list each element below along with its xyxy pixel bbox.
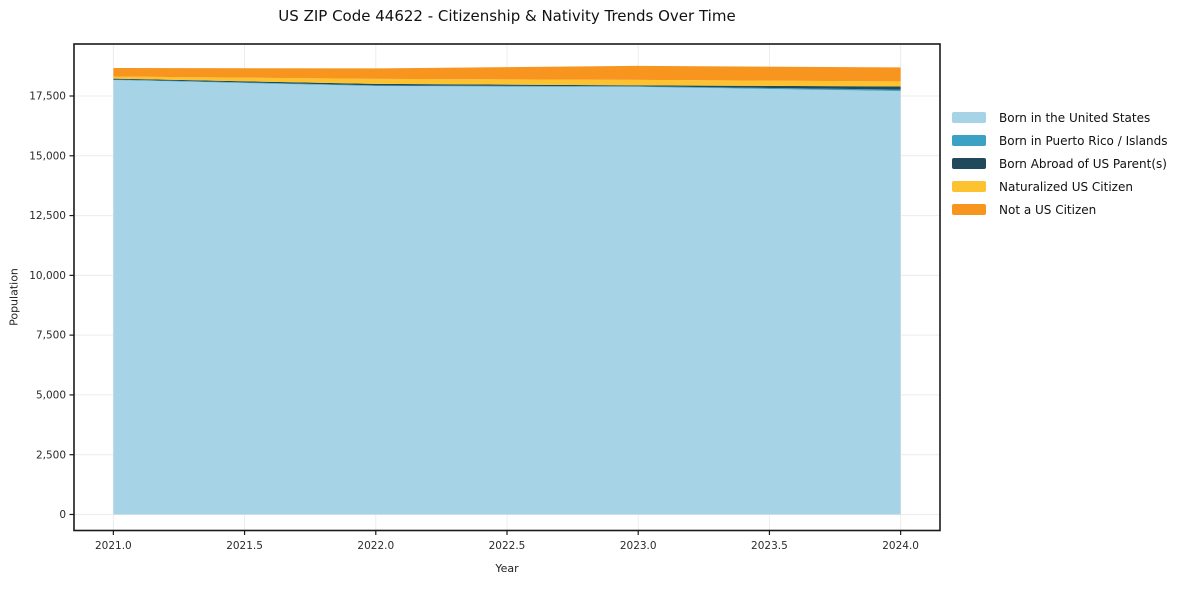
- y-tick-label: 2,500: [36, 449, 66, 461]
- chart-title: US ZIP Code 44622 - Citizenship & Nativi…: [278, 7, 736, 25]
- x-tick-label: 2024.0: [882, 540, 919, 552]
- x-axis-label: Year: [495, 562, 519, 575]
- y-tick-label: 15,000: [29, 150, 66, 162]
- y-tick-label: 10,000: [29, 270, 66, 282]
- y-tick-label: 0: [59, 509, 66, 521]
- area-series-0: [113, 80, 901, 515]
- area-series-4: [113, 65, 901, 82]
- x-tick-label: 2022.0: [357, 540, 394, 552]
- y-tick-label: 12,500: [29, 210, 66, 222]
- legend-item: Naturalized US Citizen: [952, 175, 1168, 198]
- legend-item: Born in Puerto Rico / Islands: [952, 129, 1168, 152]
- legend-label: Not a US Citizen: [999, 202, 1097, 217]
- legend-item: Born in the United States: [952, 106, 1168, 129]
- legend-label: Naturalized US Citizen: [999, 179, 1133, 194]
- legend-label: Born in the United States: [999, 110, 1151, 125]
- x-tick-label: 2021.0: [95, 540, 132, 552]
- x-tick-label: 2022.5: [489, 540, 526, 552]
- area-series-3: [113, 76, 901, 87]
- y-tick-label: 7,500: [36, 330, 66, 342]
- legend-swatch: [952, 135, 986, 146]
- legend: Born in the United States Born in Puerto …: [952, 106, 1168, 221]
- x-tick-label: 2023.5: [751, 540, 788, 552]
- legend-swatch: [952, 204, 986, 215]
- legend-label: Born in Puerto Rico / Islands: [999, 133, 1168, 148]
- legend-item: Born Abroad of US Parent(s): [952, 152, 1168, 175]
- y-tick-label: 17,500: [29, 91, 66, 103]
- area-series-2: [113, 78, 901, 90]
- x-tick-label: 2023.0: [620, 540, 657, 552]
- x-tick-label: 2021.5: [226, 540, 263, 552]
- legend-swatch: [952, 181, 986, 192]
- y-axis-label: Population: [7, 268, 21, 326]
- legend-swatch: [952, 158, 986, 169]
- legend-label: Born Abroad of US Parent(s): [999, 156, 1167, 171]
- y-tick-label: 5,000: [36, 390, 66, 402]
- legend-item: Not a US Citizen: [952, 198, 1168, 221]
- legend-swatch: [952, 112, 986, 123]
